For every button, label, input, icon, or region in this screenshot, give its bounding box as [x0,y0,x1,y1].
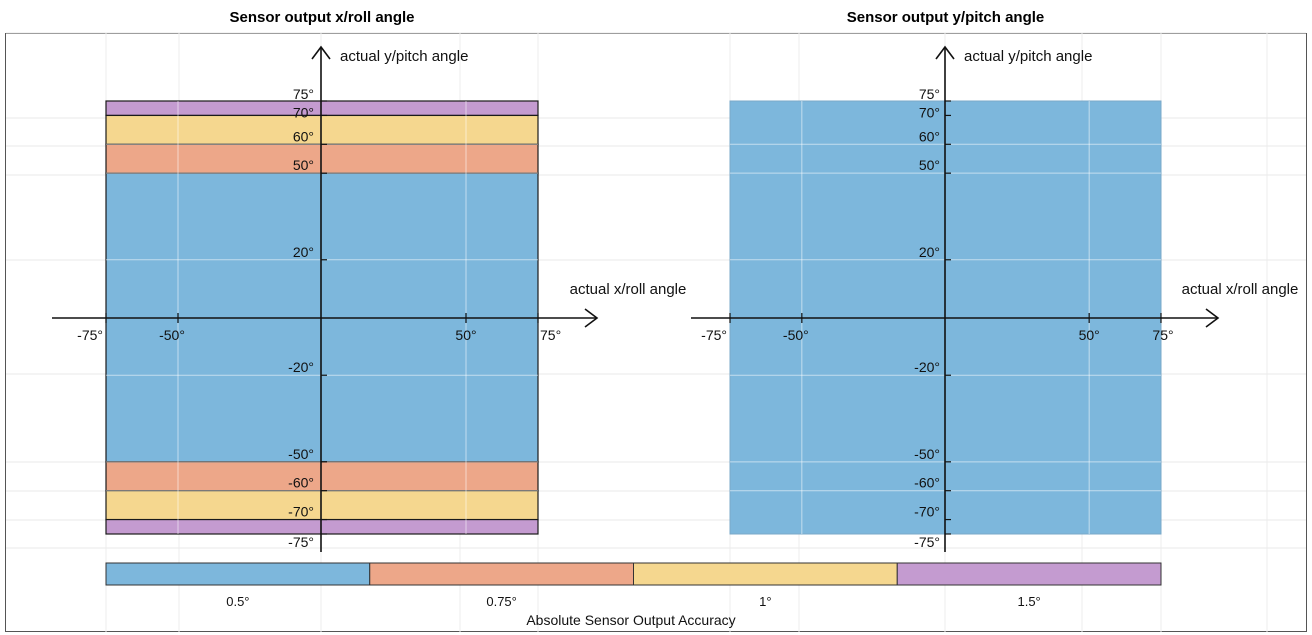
y-tick-label: -70° [288,504,314,520]
y-tick-label: -75° [288,534,314,550]
y-axis-label: actual y/pitch angle [340,48,468,65]
y-tick-label: 50° [293,157,314,173]
x-tick-label: 75° [1152,327,1173,343]
y-tick-label: -70° [914,504,940,520]
y-tick-label: 75° [293,86,314,102]
y-tick-label: 60° [293,128,314,144]
x-axis-label: actual x/roll angle [1182,281,1299,298]
y-tick-label: 70° [919,104,940,120]
colorbar-swatch [370,563,634,585]
accuracy-band [106,101,538,115]
y-tick-label: 20° [919,244,940,260]
x-tick-label: -50° [783,327,809,343]
y-tick-label: -50° [288,446,314,462]
chart-title: Sensor output x/roll angle [229,9,414,26]
colorbar-label: 0.75° [486,594,517,609]
y-axis-label: actual y/pitch angle [964,48,1092,65]
y-tick-label: -60° [288,475,314,491]
y-tick-label: -60° [914,475,940,491]
y-tick-label: 70° [293,104,314,120]
y-tick-label: 75° [919,86,940,102]
accuracy-band [106,144,538,173]
y-tick-label: 60° [919,128,940,144]
y-tick-label: 20° [293,244,314,260]
colorbar-swatch [634,563,898,585]
y-tick-label: -75° [914,534,940,550]
accuracy-band [106,115,538,144]
y-tick-label: -50° [914,446,940,462]
y-tick-label: -20° [914,359,940,375]
chart-title: Sensor output y/pitch angle [847,9,1045,26]
y-tick-label: 50° [919,157,940,173]
accuracy-band [106,520,538,534]
x-axis-label: actual x/roll angle [570,281,687,298]
x-tick-label: 50° [455,327,476,343]
x-tick-label: -75° [701,327,727,343]
x-tick-label: -50° [159,327,185,343]
panel-roll: Sensor output x/roll angle actual y/pitch… [52,9,686,552]
colorbar-label: 1.5° [1017,594,1040,609]
colorbar-label: 0.5° [226,594,249,609]
colorbar-swatch [106,563,370,585]
accuracy-band [106,491,538,520]
x-tick-label: 50° [1079,327,1100,343]
accuracy-band [106,462,538,491]
x-tick-label: -75° [77,327,103,343]
colorbar-title: Absolute Sensor Output Accuracy [526,612,735,628]
colorbar-label: 1° [759,594,771,609]
colorbar: 0.5° 0.75° 1° 1.5° Absolute Sensor Output Ac… [106,563,1161,628]
y-tick-label: -20° [288,359,314,375]
panel-pitch: Sensor output y/pitch angle actual y/pitc… [691,9,1298,552]
colorbar-swatch [897,563,1161,585]
x-tick-label: 75° [540,327,561,343]
